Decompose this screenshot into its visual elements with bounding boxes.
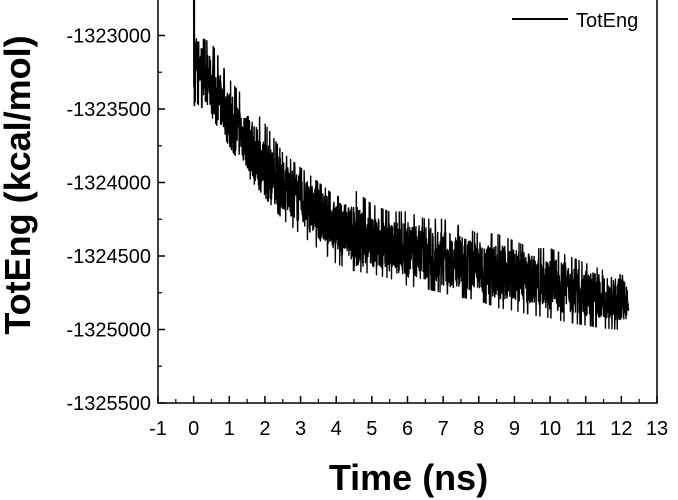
x-axis-ticks: -1 0 1 2 3 4 5 6 7 8 9 10 11 12 13 [149, 396, 668, 440]
y-tick-label: -1324000 [66, 173, 151, 195]
x-tick-label: 12 [610, 418, 632, 440]
x-tick-label: 13 [646, 418, 668, 440]
x-tick-label: 5 [366, 418, 377, 440]
x-tick-label: 3 [295, 418, 306, 440]
series-line-totEng [192, 0, 630, 330]
x-tick-label: 2 [259, 418, 270, 440]
x-tick-label: 1 [224, 418, 235, 440]
x-tick-label: 7 [438, 418, 449, 440]
x-tick-label: 4 [331, 418, 342, 440]
y-tick-label: -1325500 [66, 393, 151, 415]
y-axis-title: TotEng (kcal/mol) [0, 35, 38, 334]
series-layer [192, 0, 630, 330]
x-tick-label: 10 [539, 418, 561, 440]
x-axis-title: Time (ns) [329, 457, 488, 498]
x-tick-label: 11 [575, 418, 596, 440]
y-tick-label: -1324500 [66, 246, 151, 268]
y-tick-label: -1323500 [66, 99, 151, 121]
y-tick-label: -1323000 [66, 26, 151, 48]
x-tick-label: 9 [509, 418, 520, 440]
x-tick-label: 6 [402, 418, 413, 440]
x-tick-label: -1 [149, 418, 167, 440]
legend-label-totEng: TotEng [576, 10, 638, 32]
y-tick-label: -1325000 [66, 320, 151, 342]
x-tick-label: 8 [473, 418, 484, 440]
plot-frame [157, 0, 658, 404]
legend: TotEng [512, 10, 638, 32]
x-tick-label: 0 [188, 418, 199, 440]
y-axis-ticks: -1322500-1323000-1323500-1324000-1324500… [66, 26, 165, 415]
